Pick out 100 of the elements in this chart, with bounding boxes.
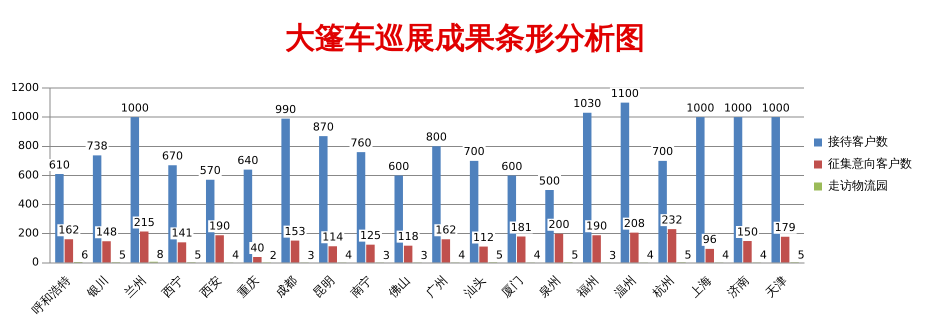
- data-label: 4: [760, 248, 767, 262]
- data-label: 190: [209, 220, 230, 233]
- data-label: 5: [798, 248, 805, 262]
- data-label: 112: [473, 230, 494, 244]
- x-tick-label: 泉州: [536, 273, 564, 300]
- data-label: 5: [571, 248, 578, 262]
- data-label: 5: [118, 248, 126, 262]
- legend-label: 征集意向客户数: [828, 156, 912, 171]
- data-label: 1000: [762, 102, 790, 115]
- bar: [592, 235, 601, 262]
- bar: [743, 241, 752, 262]
- bar: [215, 235, 224, 262]
- data-label: 1000: [120, 102, 149, 115]
- bar: [404, 246, 412, 262]
- x-tick-label: 杭州: [648, 273, 676, 301]
- x-tick-label: 西安: [197, 273, 224, 300]
- data-label: 162: [58, 224, 80, 237]
- bar: [696, 117, 705, 262]
- data-label: 6: [81, 248, 88, 262]
- bar: [178, 242, 186, 262]
- data-label: 3: [609, 248, 616, 262]
- x-tick-label: 佛山: [386, 273, 412, 300]
- data-label: 141: [171, 226, 192, 240]
- data-label: 1100: [610, 86, 639, 100]
- data-label: 500: [539, 174, 560, 188]
- data-label: 148: [96, 226, 118, 239]
- data-label: 700: [464, 145, 485, 158]
- data-label: 200: [548, 218, 570, 232]
- y-tick-label: 600: [18, 168, 39, 182]
- data-label: 8: [156, 248, 164, 262]
- y-tick-label: 0: [32, 256, 39, 269]
- bar: [442, 239, 450, 262]
- bar: [290, 240, 300, 262]
- x-tick-label: 南宁: [348, 273, 375, 300]
- data-label: 5: [194, 248, 202, 262]
- data-label: 5: [496, 248, 503, 262]
- x-tick-label: 银川: [83, 273, 111, 301]
- data-label: 700: [652, 145, 674, 158]
- data-label: 990: [275, 102, 296, 116]
- data-label: 96: [702, 233, 717, 246]
- bar: [630, 232, 639, 262]
- data-label: 5: [684, 248, 692, 262]
- bar: [328, 246, 337, 262]
- data-label: 760: [350, 136, 372, 150]
- data-label: 640: [237, 154, 258, 167]
- data-label: 3: [382, 248, 390, 262]
- x-tick-label: 呼和浩特: [29, 273, 74, 318]
- x-tick-label: 成都: [272, 273, 300, 300]
- data-label: 118: [398, 230, 419, 244]
- x-tick-label: 广州: [423, 273, 450, 300]
- data-label: 670: [162, 150, 184, 163]
- bar: [780, 236, 790, 262]
- legend-label: 走访物流园: [828, 178, 888, 193]
- y-tick-label: 1000: [10, 110, 39, 124]
- data-label: 738: [86, 140, 108, 153]
- data-label: 4: [534, 248, 541, 262]
- x-tick-label: 济南: [724, 273, 752, 300]
- data-label: 125: [360, 229, 381, 242]
- x-tick-label: 重庆: [234, 273, 262, 300]
- bar: [517, 236, 526, 262]
- data-label: 800: [426, 130, 447, 144]
- data-label: 179: [774, 221, 796, 234]
- data-label: 870: [312, 120, 334, 134]
- bar: [668, 229, 676, 262]
- data-label: 181: [510, 220, 532, 234]
- bar: [479, 246, 488, 262]
- bar: [706, 248, 714, 262]
- data-label: 150: [736, 225, 758, 238]
- data-label: 4: [722, 248, 730, 262]
- data-label: 570: [200, 164, 221, 178]
- data-label: 4: [232, 248, 240, 262]
- chart-title: 大篷车巡展成果条形分析图: [285, 20, 645, 56]
- x-tick-label: 温州: [612, 273, 639, 300]
- legend-label: 接待客户数: [828, 134, 888, 149]
- x-tick-label: 兰州: [122, 273, 149, 300]
- x-tick-label: 昆明: [310, 273, 338, 300]
- bar: [64, 239, 74, 262]
- data-label: 610: [48, 158, 70, 172]
- data-label: 190: [586, 220, 608, 233]
- data-label: 4: [646, 248, 654, 262]
- x-tick-label: 福州: [574, 273, 601, 300]
- data-label: 4: [458, 248, 466, 262]
- data-label: 1000: [724, 102, 752, 115]
- data-label: 2: [270, 248, 277, 262]
- data-label: 208: [624, 216, 645, 230]
- y-tick-label: 800: [18, 139, 39, 152]
- y-tick-label: 200: [18, 226, 39, 240]
- data-label: 3: [307, 248, 314, 262]
- y-tick-label: 400: [18, 197, 39, 210]
- data-label: 600: [501, 160, 522, 173]
- data-label: 114: [322, 230, 344, 244]
- x-tick-label: 汕头: [461, 273, 488, 300]
- bar: [140, 232, 148, 262]
- x-tick-label: 天津: [762, 273, 790, 300]
- data-label: 162: [435, 224, 456, 237]
- x-tick-label: 西宁: [159, 273, 186, 300]
- x-tick-label: 上海: [687, 273, 714, 300]
- bar: [554, 234, 564, 262]
- bar: [253, 257, 262, 262]
- bar: [244, 170, 252, 262]
